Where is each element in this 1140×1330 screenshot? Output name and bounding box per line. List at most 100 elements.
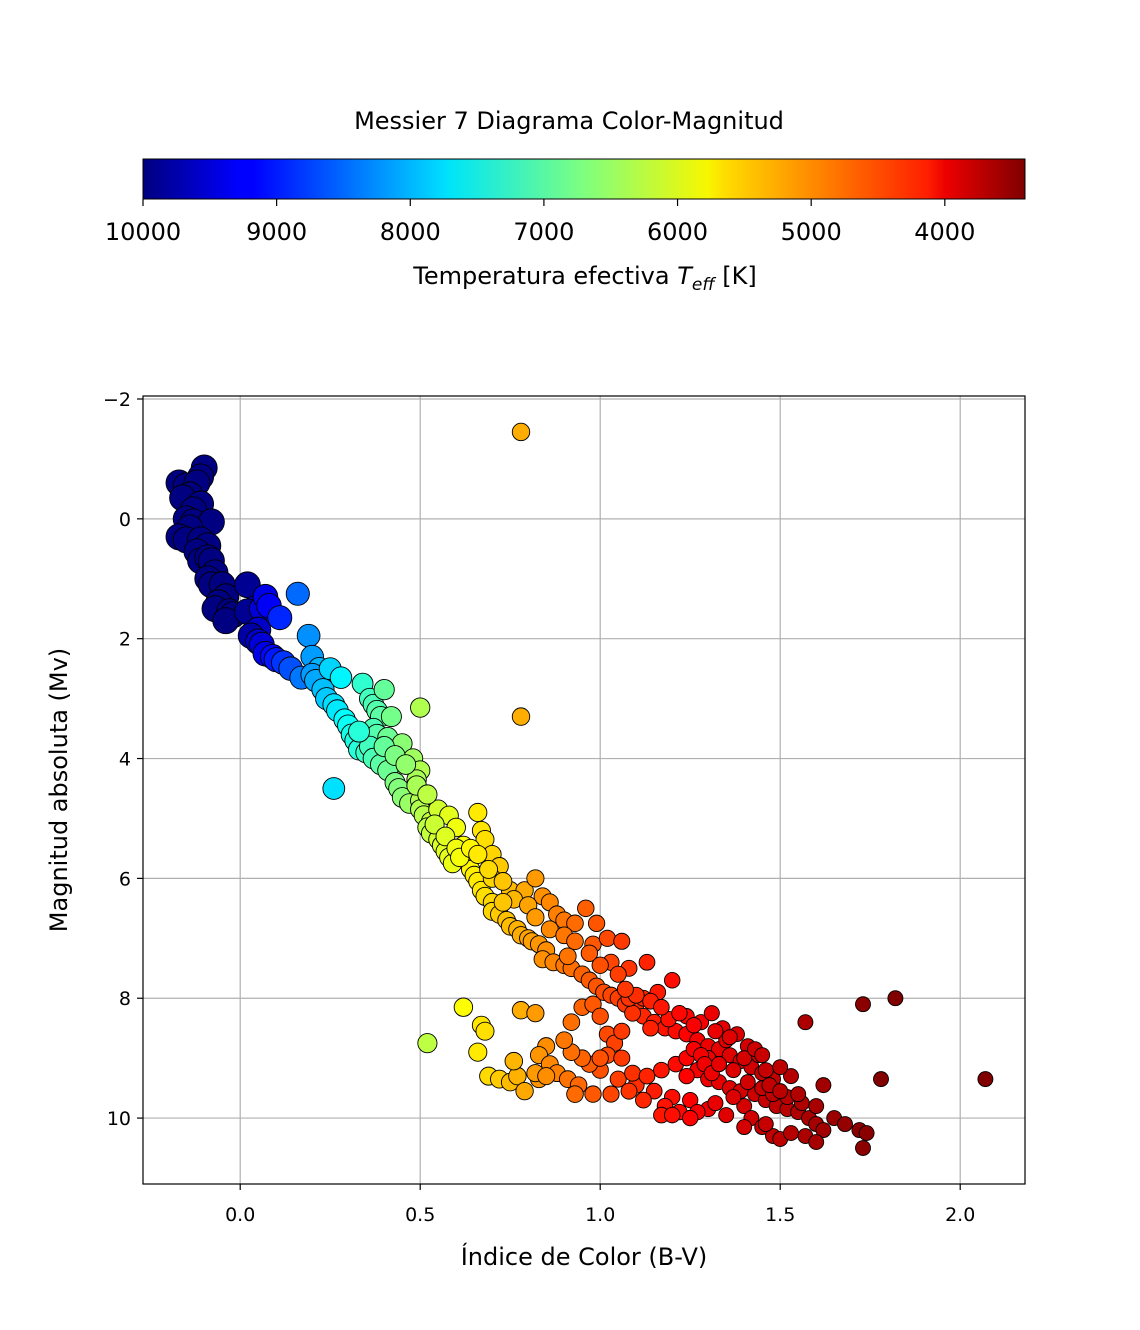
- data-point: [380, 706, 402, 728]
- data-point: [638, 953, 656, 971]
- y-axis-ticks: −2 0 2 4 6 8 10: [103, 389, 143, 1130]
- data-point: [468, 1042, 488, 1062]
- data-point: [682, 1091, 699, 1109]
- y-axis-label: Magnitud absoluta (Mv): [45, 648, 73, 932]
- data-point: [703, 1005, 720, 1022]
- colorbar-tick-label: 9000: [246, 218, 307, 246]
- colorbar-ticks: 10000 9000 8000 7000 6000 5000 4000: [105, 199, 975, 246]
- data-point: [710, 1056, 728, 1073]
- data-point: [855, 996, 871, 1013]
- colorbar-tick-label: 10000: [105, 218, 181, 246]
- data-point: [624, 1064, 642, 1082]
- data-point: [602, 1085, 620, 1103]
- data-point: [395, 754, 417, 775]
- data-point: [577, 899, 595, 918]
- y-tick-label: 4: [119, 749, 131, 771]
- data-point: [504, 1051, 524, 1071]
- data-point: [721, 1029, 738, 1046]
- data-point: [613, 1022, 631, 1040]
- data-point: [790, 1086, 807, 1103]
- data-point: [373, 679, 395, 701]
- colorbar-tick-label: 6000: [647, 218, 708, 246]
- colorbar-tick-label: 5000: [781, 218, 842, 246]
- data-point: [322, 777, 346, 800]
- data-point: [526, 1004, 545, 1023]
- data-point: [808, 1098, 825, 1115]
- data-point: [772, 1059, 789, 1076]
- plot-area: 0.0 0.5 1.0 1.5 2.0 −2 0 2 4 6 8 10: [103, 389, 1026, 1226]
- data-point: [783, 1068, 799, 1085]
- data-point: [329, 666, 353, 689]
- data-point: [591, 1007, 609, 1025]
- data-point: [757, 1116, 774, 1133]
- x-tick-label: 2.0: [945, 1204, 975, 1226]
- data-point: [348, 720, 370, 743]
- colorbar-tick-label: 7000: [513, 218, 574, 246]
- x-tick-label: 0.0: [225, 1204, 255, 1226]
- data-point: [468, 844, 488, 864]
- data-point: [638, 1067, 656, 1085]
- data-point: [267, 605, 293, 631]
- data-point: [555, 1031, 574, 1050]
- data-point: [736, 1050, 753, 1067]
- data-point: [410, 697, 431, 718]
- data-point: [754, 1047, 771, 1064]
- data-point: [566, 1085, 584, 1103]
- colorbar-tick-label: 4000: [914, 218, 975, 246]
- data-point: [609, 965, 627, 983]
- data-point: [736, 1098, 753, 1115]
- data-point: [591, 1049, 609, 1067]
- data-point: [616, 980, 634, 998]
- colorbar: 10000 9000 8000 7000 6000 5000 4000 Temperatur…: [105, 158, 1026, 295]
- data-point: [562, 1013, 581, 1032]
- data-point: [453, 997, 474, 1017]
- data-point: [417, 1033, 438, 1054]
- data-point: [663, 1106, 681, 1124]
- y-tick-label: 0: [119, 509, 131, 531]
- data-point: [468, 802, 488, 823]
- data-point: [977, 1071, 994, 1088]
- data-point: [808, 1134, 825, 1151]
- data-point: [587, 914, 606, 932]
- data-point: [815, 1077, 832, 1094]
- data-point: [707, 1095, 724, 1112]
- data-point: [511, 422, 531, 442]
- colorbar-tick-label: 8000: [380, 218, 441, 246]
- data-point: [783, 1125, 799, 1142]
- data-point: [558, 947, 577, 966]
- data-point: [663, 972, 681, 989]
- data-point: [584, 1085, 602, 1103]
- data-point: [598, 929, 616, 947]
- data-point: [645, 1082, 663, 1100]
- scatter-points: [165, 422, 994, 1156]
- data-point: [609, 1070, 627, 1088]
- data-point: [493, 893, 513, 912]
- x-tick-label: 1.5: [765, 1204, 795, 1226]
- data-point: [725, 1089, 742, 1106]
- data-point: [653, 1061, 670, 1079]
- data-point: [635, 1091, 652, 1109]
- data-point: [566, 932, 584, 951]
- data-point: [479, 859, 499, 879]
- data-point: [613, 1049, 631, 1067]
- data-point: [815, 1122, 832, 1139]
- data-point: [537, 1067, 556, 1086]
- data-point: [855, 1140, 871, 1156]
- data-point: [526, 869, 545, 888]
- data-point: [718, 1107, 735, 1124]
- data-point: [739, 1074, 756, 1091]
- x-axis-label: Índice de Color (B-V): [461, 1242, 708, 1271]
- data-point: [511, 707, 531, 726]
- data-point: [772, 1083, 789, 1100]
- data-point: [725, 1062, 742, 1079]
- data-point: [685, 1017, 702, 1034]
- y-tick-label: 2: [119, 629, 131, 651]
- data-point: [475, 1021, 495, 1041]
- data-point: [613, 932, 631, 950]
- data-point: [873, 1071, 889, 1088]
- data-point: [858, 1125, 875, 1142]
- data-point: [653, 998, 670, 1016]
- colorbar-label: Temperatura efectiva Teff [K]: [412, 262, 756, 295]
- data-point: [837, 1116, 853, 1133]
